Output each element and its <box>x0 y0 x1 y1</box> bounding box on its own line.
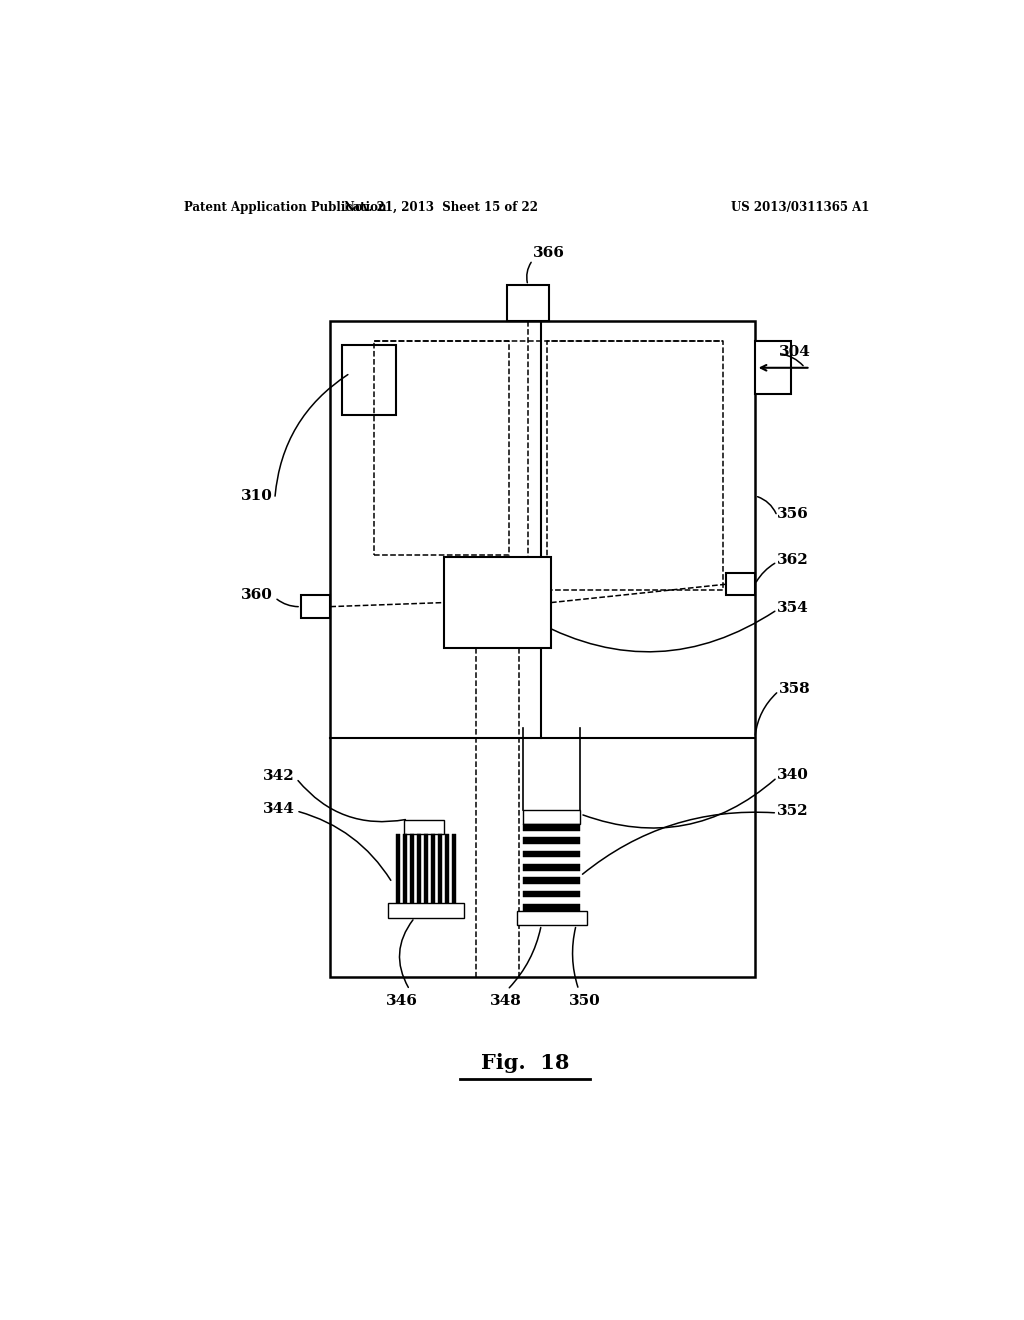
Bar <box>424 834 428 903</box>
Bar <box>403 834 407 903</box>
Bar <box>755 342 791 395</box>
Text: 354: 354 <box>777 601 809 615</box>
Text: Nov. 21, 2013  Sheet 15 of 22: Nov. 21, 2013 Sheet 15 of 22 <box>344 201 539 214</box>
Text: 350: 350 <box>569 994 601 1008</box>
Bar <box>523 837 581 843</box>
Text: Patent Application Publication: Patent Application Publication <box>183 201 386 214</box>
Bar <box>417 834 421 903</box>
Text: 362: 362 <box>777 553 809 566</box>
Bar <box>523 810 581 824</box>
Text: 358: 358 <box>778 682 811 696</box>
Text: 340: 340 <box>777 768 809 783</box>
Bar <box>523 878 581 884</box>
Text: 304: 304 <box>778 345 811 359</box>
Text: 342: 342 <box>263 770 295 783</box>
Bar <box>726 573 755 595</box>
Text: 348: 348 <box>489 994 521 1008</box>
Text: 344: 344 <box>263 801 295 816</box>
Text: 360: 360 <box>242 589 273 602</box>
Text: Fig.  18: Fig. 18 <box>480 1053 569 1073</box>
Text: 356: 356 <box>777 507 809 521</box>
Bar <box>507 285 549 321</box>
Bar <box>411 834 414 903</box>
Bar <box>331 321 755 977</box>
Text: 352: 352 <box>777 804 809 818</box>
Bar <box>517 911 587 925</box>
Bar <box>523 904 581 911</box>
Bar <box>523 850 581 858</box>
Bar <box>523 865 581 871</box>
Bar <box>443 557 551 648</box>
Bar <box>431 834 435 903</box>
Bar <box>342 346 396 414</box>
Bar <box>453 834 456 903</box>
Text: 366: 366 <box>532 246 564 260</box>
Bar <box>438 834 441 903</box>
Bar <box>388 903 464 917</box>
Bar <box>396 834 399 903</box>
Bar <box>404 820 443 834</box>
Text: 346: 346 <box>386 994 418 1008</box>
Bar <box>301 595 331 618</box>
Bar <box>523 824 581 830</box>
Bar <box>445 834 449 903</box>
Text: 310: 310 <box>242 488 273 503</box>
Bar <box>523 891 581 898</box>
Text: US 2013/0311365 A1: US 2013/0311365 A1 <box>731 201 869 214</box>
